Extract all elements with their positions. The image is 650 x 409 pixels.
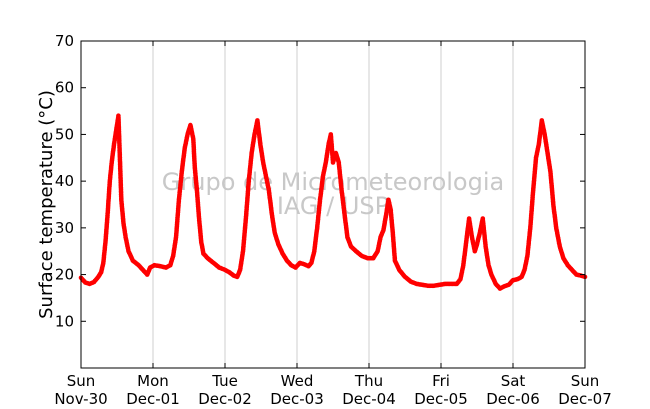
- y-tick-label: 10: [55, 312, 74, 330]
- x-tick-day: Thu: [354, 372, 383, 390]
- y-tick-label: 70: [55, 32, 74, 50]
- x-tick-day: Wed: [281, 372, 314, 390]
- y-axis: 10 20 30 40 50 60 70: [55, 32, 585, 330]
- x-tick-day: Sun: [571, 372, 600, 390]
- x-tick-date: Dec-07: [558, 390, 612, 408]
- x-tick-date: Dec-05: [414, 390, 468, 408]
- x-tick-day: Mon: [137, 372, 169, 390]
- x-tick-day: Sat: [501, 372, 526, 390]
- watermark-line-1: Grupo de Micrometeorologia: [162, 168, 504, 196]
- y-tick-label: 40: [55, 172, 74, 190]
- grid-lines: [152, 41, 514, 368]
- x-tick-date: Dec-06: [486, 390, 540, 408]
- watermark: Grupo de Micrometeorologia IAG / USP: [162, 168, 504, 220]
- y-tick-label: 60: [55, 79, 74, 97]
- y-axis-label: Surface temperature (°C): [36, 90, 57, 319]
- watermark-line-2: IAG / USP: [277, 192, 389, 220]
- plot-frame: [80, 40, 586, 369]
- x-tick-day: Fri: [432, 372, 450, 390]
- x-tick-day: Sun: [67, 372, 96, 390]
- x-axis: SunNov-30MonDec-01TueDec-02WedDec-03ThuD…: [54, 41, 612, 408]
- x-tick-date: Dec-03: [270, 390, 324, 408]
- x-tick-date: Nov-30: [54, 390, 107, 408]
- x-tick-date: Dec-04: [342, 390, 396, 408]
- x-tick-date: Dec-01: [126, 390, 180, 408]
- y-tick-label: 20: [55, 266, 74, 284]
- y-tick-label: 30: [55, 219, 74, 237]
- data-points: [78, 113, 588, 291]
- y-tick-label: 50: [55, 125, 74, 143]
- x-tick-day: Tue: [211, 372, 238, 390]
- x-tick-date: Dec-02: [198, 390, 252, 408]
